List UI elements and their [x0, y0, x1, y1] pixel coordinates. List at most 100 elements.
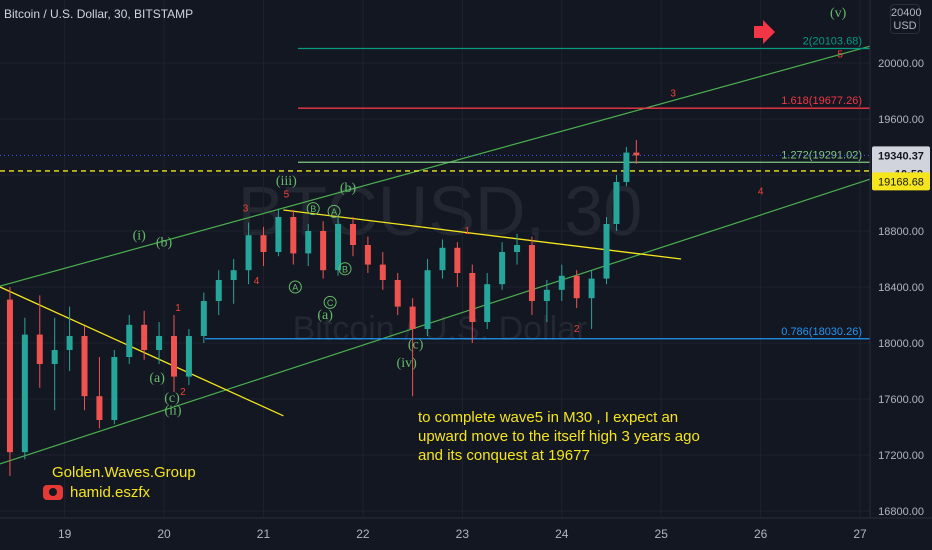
fib-level-label: 1.618(19677.26) [781, 95, 862, 107]
candle-body [424, 270, 431, 329]
time-tick-label: 19 [58, 527, 72, 541]
wave-label: (a) [317, 308, 333, 323]
dashed-level-value: 19168.68 [878, 176, 924, 188]
wave-circle-label: A [331, 207, 337, 217]
candle-body [111, 357, 118, 420]
target-arrow-icon [754, 20, 775, 44]
candle-body [623, 152, 630, 182]
candle-body [96, 396, 103, 420]
price-tick-label: 18800.00 [878, 226, 924, 238]
candle-body [171, 336, 177, 377]
price-tick-label: 18400.00 [878, 282, 924, 294]
wave-label: (iii) [276, 174, 297, 189]
wave-circle-marker [288, 280, 302, 294]
candle-body [51, 350, 58, 364]
trend-line [0, 286, 284, 417]
candle-body [245, 235, 252, 271]
analysis-note: to complete wave5 in M30 , I expect an u… [418, 408, 758, 465]
candle-body [335, 224, 342, 271]
candle-body [558, 275, 565, 290]
time-tick-label: 21 [257, 527, 271, 541]
currency-badge-price: 20400 [891, 7, 922, 19]
watermark-symbol: BTCUSD, 30 [238, 172, 643, 250]
price-axis [870, 0, 932, 550]
trend-line [283, 209, 682, 260]
candle-body [275, 217, 282, 252]
note-line: and its conquest at 19677 [418, 447, 590, 464]
wave-circle-marker [327, 204, 341, 218]
fib-level-label: 1.272(19291.02) [781, 149, 862, 161]
candle-body [66, 336, 73, 350]
wave-label: (b) [156, 235, 173, 250]
wave-label: 3 [670, 89, 676, 100]
candle-body [514, 245, 521, 252]
candle-body [36, 334, 43, 364]
candle-body [528, 245, 535, 301]
candle-body [215, 280, 222, 301]
wave-label: (c) [408, 338, 424, 353]
currency-badge[interactable]: 20400 USD [890, 4, 922, 34]
price-tick-label: 17600.00 [878, 394, 924, 406]
wave-circle-marker [323, 295, 337, 309]
brand-user: hamid.eszfx [70, 484, 151, 501]
time-tick-label: 20 [157, 527, 171, 541]
wave-circle-marker [338, 262, 352, 276]
watermark-name: Bitcoin / U.S. Dollar [293, 310, 588, 348]
candle-body [230, 270, 237, 280]
candle-body [81, 336, 88, 397]
wave-circle-label: B [310, 204, 316, 214]
candle-body [543, 289, 550, 301]
wave-label: (iv) [397, 356, 418, 371]
candle-body [141, 324, 148, 350]
wave-label: 5 [837, 49, 843, 60]
wave-label: 2 [574, 324, 580, 335]
brand-group: Golden.Waves.Group [52, 464, 196, 481]
currency-badge-unit: USD [893, 20, 917, 32]
price-tick-label: 19600.00 [878, 114, 924, 126]
time-axis [0, 518, 932, 550]
wave-label: 1 [465, 226, 471, 237]
price-tick-label: 20000.00 [878, 58, 924, 70]
wave-label: 4 [254, 276, 260, 287]
fib-level-label: 0.786(18030.26) [781, 326, 862, 338]
wave-label: 5 [284, 189, 290, 200]
wave-label: (a) [149, 371, 165, 386]
channel-line [0, 178, 871, 465]
candle-body [394, 280, 401, 307]
wave-circle-label: B [342, 264, 348, 274]
note-line: upward move to the itself high 3 years a… [418, 428, 700, 445]
channel-line [0, 45, 871, 287]
time-tick-label: 27 [853, 527, 867, 541]
candle-body [364, 245, 371, 265]
candle-body [290, 217, 297, 254]
candle-body [409, 306, 416, 329]
candle-body [6, 299, 13, 453]
candle-body [21, 334, 28, 453]
candle-body [588, 278, 595, 299]
candle-body [454, 247, 461, 273]
wave-label: (i) [133, 228, 147, 243]
fib-level-label: 2(20103.68) [803, 35, 862, 47]
candle-body [349, 224, 356, 245]
candle-body [156, 336, 163, 350]
candle-body [499, 252, 506, 285]
candle-body [603, 224, 610, 279]
candle-body [469, 273, 476, 322]
note-line: to complete wave5 in M30 , I expect an [418, 409, 679, 426]
candle-body [185, 336, 192, 377]
wave-label: (ii) [164, 403, 181, 418]
wave-circle-label: A [292, 283, 298, 293]
candle-body [305, 231, 312, 254]
wave-label: (b) [340, 181, 357, 196]
camera-icon [43, 485, 63, 500]
wave-circle-marker [306, 202, 320, 216]
time-tick-label: 23 [456, 527, 470, 541]
candle-body [573, 275, 580, 299]
candle-body [379, 264, 386, 280]
wave-label: (c) [164, 391, 180, 406]
price-tick-label: 17200.00 [878, 450, 924, 462]
time-tick-label: 24 [555, 527, 569, 541]
chart-header-title: Bitcoin / U.S. Dollar, 30, BITSTAMP [4, 7, 194, 21]
